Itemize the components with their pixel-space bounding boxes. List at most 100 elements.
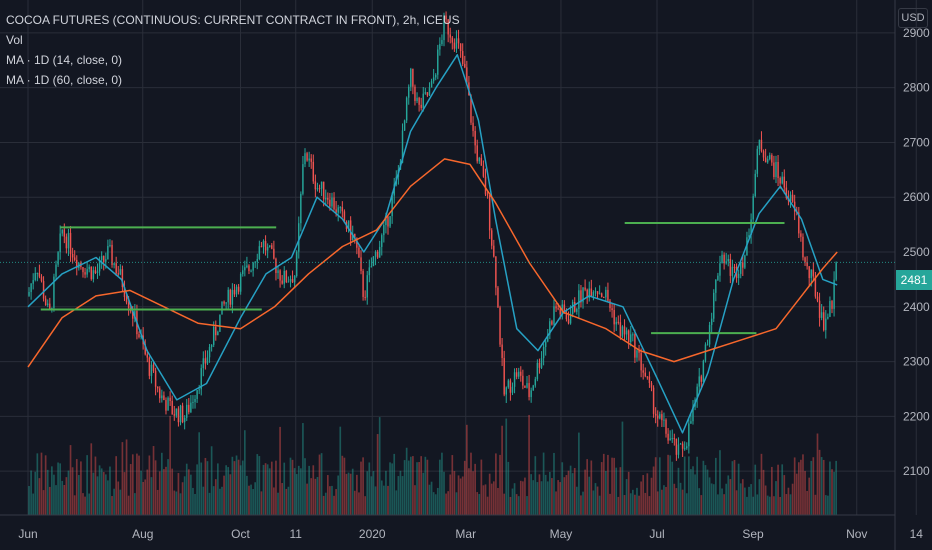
candle-body: [165, 400, 167, 411]
volume-bar: [797, 462, 800, 515]
candle-body: [159, 388, 161, 399]
volume-bar: [223, 475, 225, 515]
volume-bar: [113, 488, 115, 515]
candle-body: [748, 235, 750, 238]
volume-bar: [744, 487, 746, 515]
volume-bar: [563, 477, 566, 515]
volume-bar: [768, 496, 771, 515]
volume-bar: [698, 488, 701, 515]
ma-fast-legend[interactable]: MA · 1D (14, close, 0): [6, 53, 123, 67]
volume-bar: [590, 460, 593, 515]
candle-body: [669, 438, 671, 441]
candle-body: [470, 95, 472, 123]
volume-bar: [789, 494, 792, 515]
volume-bar: [270, 461, 273, 515]
candle-body: [437, 49, 439, 75]
volume-legend[interactable]: Vol: [6, 33, 23, 47]
candle-body: [152, 364, 155, 371]
volume-bar: [241, 460, 244, 515]
volume-bar: [32, 493, 35, 515]
volume-bar: [602, 453, 605, 515]
volume-bar: [262, 464, 265, 515]
candle-body: [273, 248, 275, 259]
volume-bar: [690, 469, 692, 515]
candle-body: [308, 158, 310, 161]
volume-bar: [111, 496, 113, 515]
candle-body: [127, 302, 130, 309]
candle-body: [200, 368, 202, 390]
volume-bar: [569, 465, 572, 515]
volume-bar: [439, 459, 441, 515]
candle-body: [333, 197, 335, 210]
volume-bar: [248, 485, 250, 515]
candle-body: [268, 245, 271, 247]
volume-bar: [273, 487, 275, 515]
volume-bar: [665, 486, 667, 515]
candle-body: [598, 293, 601, 295]
volume-bar: [549, 471, 551, 515]
candle-body: [831, 301, 833, 309]
candle-body: [138, 334, 140, 338]
candle-body: [242, 270, 244, 275]
candle-body: [503, 358, 505, 395]
candle-body: [447, 19, 449, 35]
candle-body: [729, 258, 732, 276]
volume-bar: [258, 456, 261, 515]
volume-bar: [40, 452, 43, 515]
candle-body: [362, 270, 364, 297]
volume-bar: [509, 496, 512, 515]
volume-bar: [476, 492, 479, 515]
volume-bar: [663, 485, 665, 515]
ma-slow-legend[interactable]: MA · 1D (60, close, 0): [6, 73, 123, 87]
volume-bar: [480, 459, 483, 515]
volume-bar: [337, 475, 340, 515]
candle-body: [563, 304, 566, 313]
volume-bar: [275, 460, 277, 515]
candle-body: [181, 405, 184, 423]
volume-bar: [559, 482, 562, 515]
candle-body: [804, 257, 806, 263]
volume-bar: [781, 464, 784, 515]
candle-body: [750, 219, 752, 236]
volume-bar: [285, 488, 288, 515]
volume-bar: [594, 483, 597, 515]
candle-body: [779, 178, 781, 184]
candle-body: [223, 301, 225, 304]
currency-button[interactable]: USD: [898, 8, 928, 28]
volume-bar: [449, 474, 452, 515]
volume-bar: [584, 469, 586, 515]
volume-bar: [505, 418, 508, 515]
volume-bar: [221, 486, 223, 515]
candle-body: [659, 414, 661, 419]
volume-bar: [461, 476, 464, 515]
volume-bar: [638, 495, 640, 515]
candle-body: [802, 236, 804, 258]
volume-bar: [824, 495, 827, 515]
candle-body: [478, 157, 481, 162]
candle-body: [212, 326, 215, 345]
support-resistance-lines[interactable]: [40, 221, 785, 335]
candle-body: [73, 257, 76, 260]
volume-bar: [281, 483, 284, 515]
volume-bar: [677, 467, 680, 515]
volume-bar: [752, 496, 754, 515]
candle-body: [453, 42, 456, 49]
candle-body: [125, 297, 128, 303]
volume-bar: [598, 495, 601, 515]
candle-body: [289, 279, 292, 282]
candle-body: [611, 308, 613, 311]
volume-bar: [231, 456, 234, 515]
volume-bar: [436, 487, 439, 515]
volume-bar: [63, 484, 66, 515]
candle-body: [482, 165, 485, 177]
volume-bar: [578, 432, 580, 515]
candle-body: [574, 302, 576, 312]
candle-body: [783, 176, 786, 188]
candle-body: [34, 272, 36, 281]
volume-bar: [119, 489, 122, 515]
candle-body: [416, 97, 418, 101]
volume-bar: [304, 458, 306, 515]
volume-bar: [636, 487, 638, 515]
volume-bar: [152, 446, 155, 515]
